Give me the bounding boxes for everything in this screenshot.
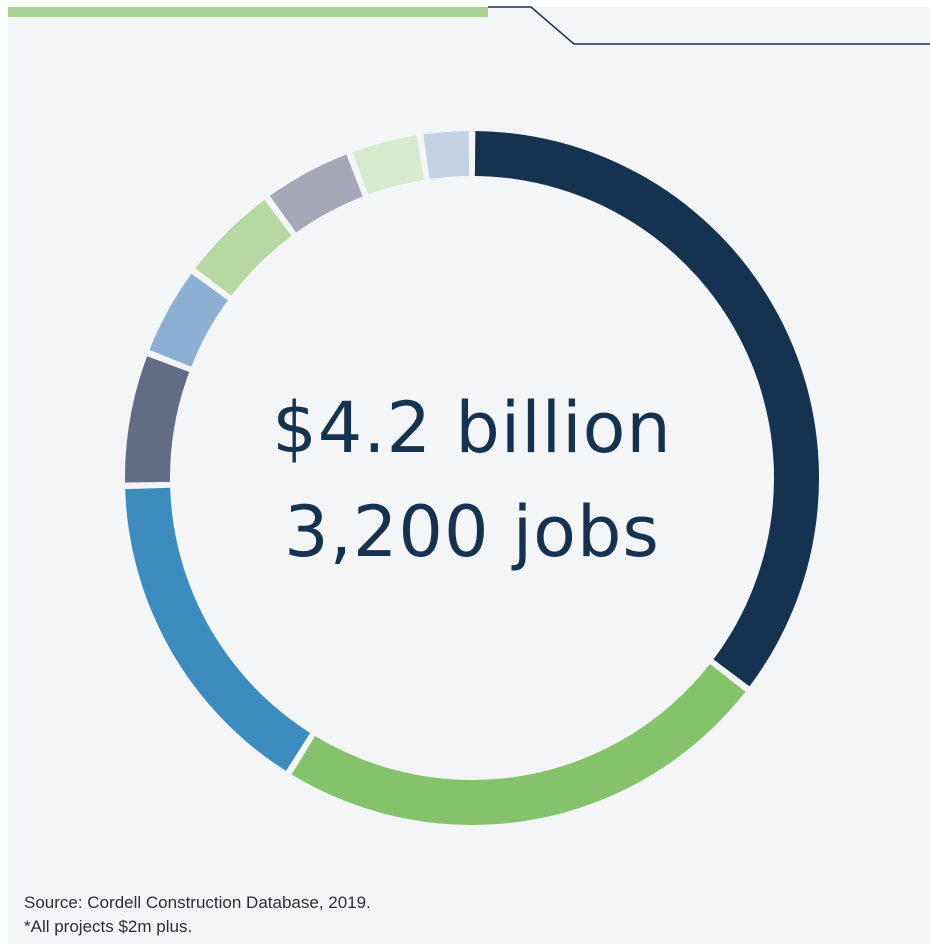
donut-slice-7: [269, 154, 363, 233]
donut-slice-6: [195, 199, 292, 296]
donut-slice-2: [291, 663, 746, 825]
donut-slice-4: [124, 356, 190, 483]
footnote-text: *All projects $2m plus.: [24, 917, 193, 936]
jobs-count-label: 3,200 jobs: [284, 491, 660, 573]
donut-slice-1: [474, 131, 820, 687]
accent-bar: [8, 7, 488, 17]
source-note: Source: Cordell Construction Database, 2…: [24, 891, 371, 939]
donut-slice-8: [352, 135, 424, 195]
source-text: Source: Cordell Construction Database, 2…: [24, 893, 371, 912]
donut-slice-3: [125, 487, 311, 771]
total-value-label: $4.2 billion: [272, 387, 672, 469]
donut-slice-9: [423, 131, 470, 179]
donut-slice-5: [149, 273, 228, 367]
